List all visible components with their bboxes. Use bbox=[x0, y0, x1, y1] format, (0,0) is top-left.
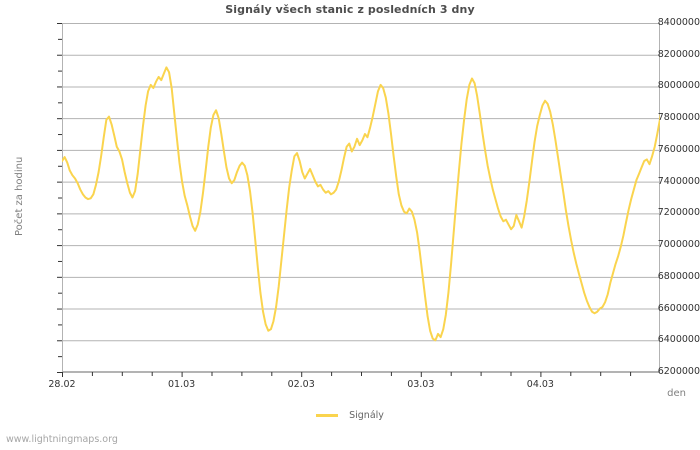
y-tick-label: 7800000 bbox=[657, 112, 700, 124]
y-tick-label: 7200000 bbox=[657, 207, 700, 219]
y-tick-label: 8000000 bbox=[657, 80, 700, 92]
legend-label: Signály bbox=[349, 410, 384, 421]
y-tick-label: 6600000 bbox=[657, 302, 700, 314]
y-tick-label: 6200000 bbox=[657, 366, 700, 377]
x-tick-label: 01.03 bbox=[167, 379, 196, 390]
legend-item-signaly: Signály bbox=[316, 410, 384, 421]
chart-legend: Signály bbox=[0, 410, 700, 421]
source-attribution: www.lightningmaps.org bbox=[6, 434, 118, 445]
legend-color-swatch bbox=[316, 414, 339, 417]
y-tick-label: 7000000 bbox=[657, 239, 700, 251]
y-tick-label: 7600000 bbox=[657, 143, 700, 155]
y-tick-label: 6400000 bbox=[657, 334, 700, 346]
x-tick-label: 02.03 bbox=[287, 379, 315, 390]
x-tick-label: 03.03 bbox=[407, 379, 435, 390]
x-tick-label: 28.02 bbox=[48, 379, 76, 390]
y-tick-label: 8400000 bbox=[657, 17, 700, 28]
x-axis-label: den bbox=[667, 388, 686, 399]
y-tick-label: 7400000 bbox=[657, 175, 700, 187]
y-axis-label: Počet za hodinu bbox=[14, 156, 25, 236]
y-tick-label: 6800000 bbox=[657, 270, 700, 282]
y-tick-label: 8200000 bbox=[657, 48, 700, 60]
x-tick-label: 04.03 bbox=[526, 379, 554, 390]
chart-title: Signály všech stanic z posledních 3 dny bbox=[225, 3, 475, 16]
